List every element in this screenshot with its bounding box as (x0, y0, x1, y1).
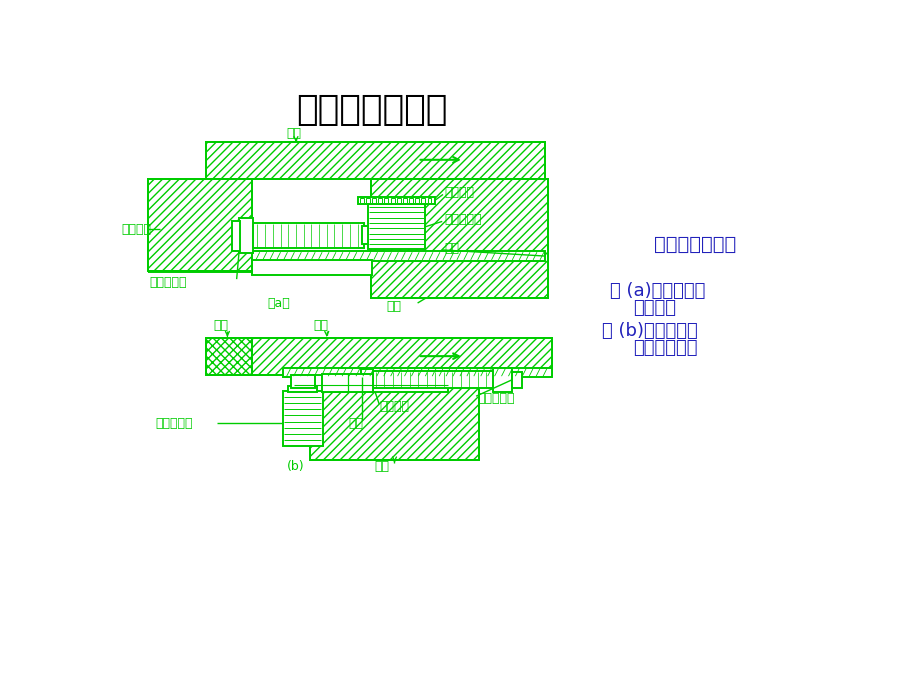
Bar (372, 198, 376, 203)
Bar (360, 369, 372, 390)
Bar (206, 142, 544, 179)
Bar (290, 375, 315, 388)
Text: 图 (b)可用于梁中: 图 (b)可用于梁中 (602, 322, 698, 339)
Bar (206, 338, 551, 375)
Bar (414, 198, 419, 203)
Bar (511, 371, 522, 388)
Text: （a）: （a） (267, 297, 289, 310)
Text: 滑板: 滑板 (444, 242, 460, 255)
Bar (493, 368, 512, 391)
Bar (366, 198, 369, 203)
Bar (288, 386, 317, 393)
Bar (359, 198, 363, 203)
Bar (409, 198, 413, 203)
Text: 粗齿垫板: 粗齿垫板 (444, 186, 474, 199)
Bar (294, 375, 448, 393)
Text: 推头式顶推装置: 推头式顶推装置 (653, 235, 735, 254)
Bar (322, 374, 372, 391)
Bar (206, 142, 544, 179)
Bar (282, 391, 323, 446)
Bar (391, 198, 394, 203)
Text: 桥墩: 桥墩 (373, 460, 389, 473)
Text: 图 (a)用于桥台处: 图 (a)用于桥台处 (609, 282, 705, 299)
Bar (232, 221, 240, 250)
Text: 支承垫板: 支承垫板 (121, 223, 151, 235)
Bar (310, 374, 479, 460)
Text: 固定钢板: 固定钢板 (379, 400, 409, 413)
Bar (362, 226, 368, 244)
Text: 梁体: 梁体 (313, 319, 328, 332)
Bar (252, 250, 544, 262)
Bar (396, 198, 401, 203)
Text: 顶推装置（一）: 顶推装置（一） (295, 92, 447, 127)
Text: 梁体: 梁体 (287, 127, 301, 140)
Bar (371, 371, 494, 388)
Text: 的顶推。: 的顶推。 (632, 299, 675, 317)
Text: (b): (b) (287, 460, 304, 473)
Bar (252, 260, 372, 275)
Bar (357, 197, 434, 204)
Bar (239, 218, 253, 253)
Text: 滑板: 滑板 (348, 417, 363, 430)
Bar (371, 179, 548, 298)
Text: 桥墩: 桥墩 (386, 299, 402, 313)
Text: 水半千斤顶: 水半千斤顶 (477, 392, 515, 405)
Text: 推头: 推头 (213, 319, 229, 332)
Bar (148, 179, 252, 271)
Polygon shape (206, 338, 252, 375)
Text: 竖向千斤顶: 竖向千斤顶 (444, 213, 482, 226)
Bar (427, 198, 431, 203)
Bar (384, 198, 388, 203)
Bar (206, 338, 551, 375)
Text: 竖向千斤顶: 竖向千斤顶 (155, 417, 193, 430)
Bar (371, 179, 548, 298)
Text: 水平千斤顶: 水平千斤顶 (150, 277, 187, 290)
Bar (148, 179, 252, 271)
Bar (421, 198, 425, 203)
Bar (252, 223, 363, 248)
Bar (368, 204, 425, 249)
Bar (310, 374, 479, 460)
Text: 各点的顶推。: 各点的顶推。 (632, 339, 697, 357)
Bar (378, 198, 381, 203)
Bar (282, 368, 551, 377)
Bar (403, 198, 406, 203)
